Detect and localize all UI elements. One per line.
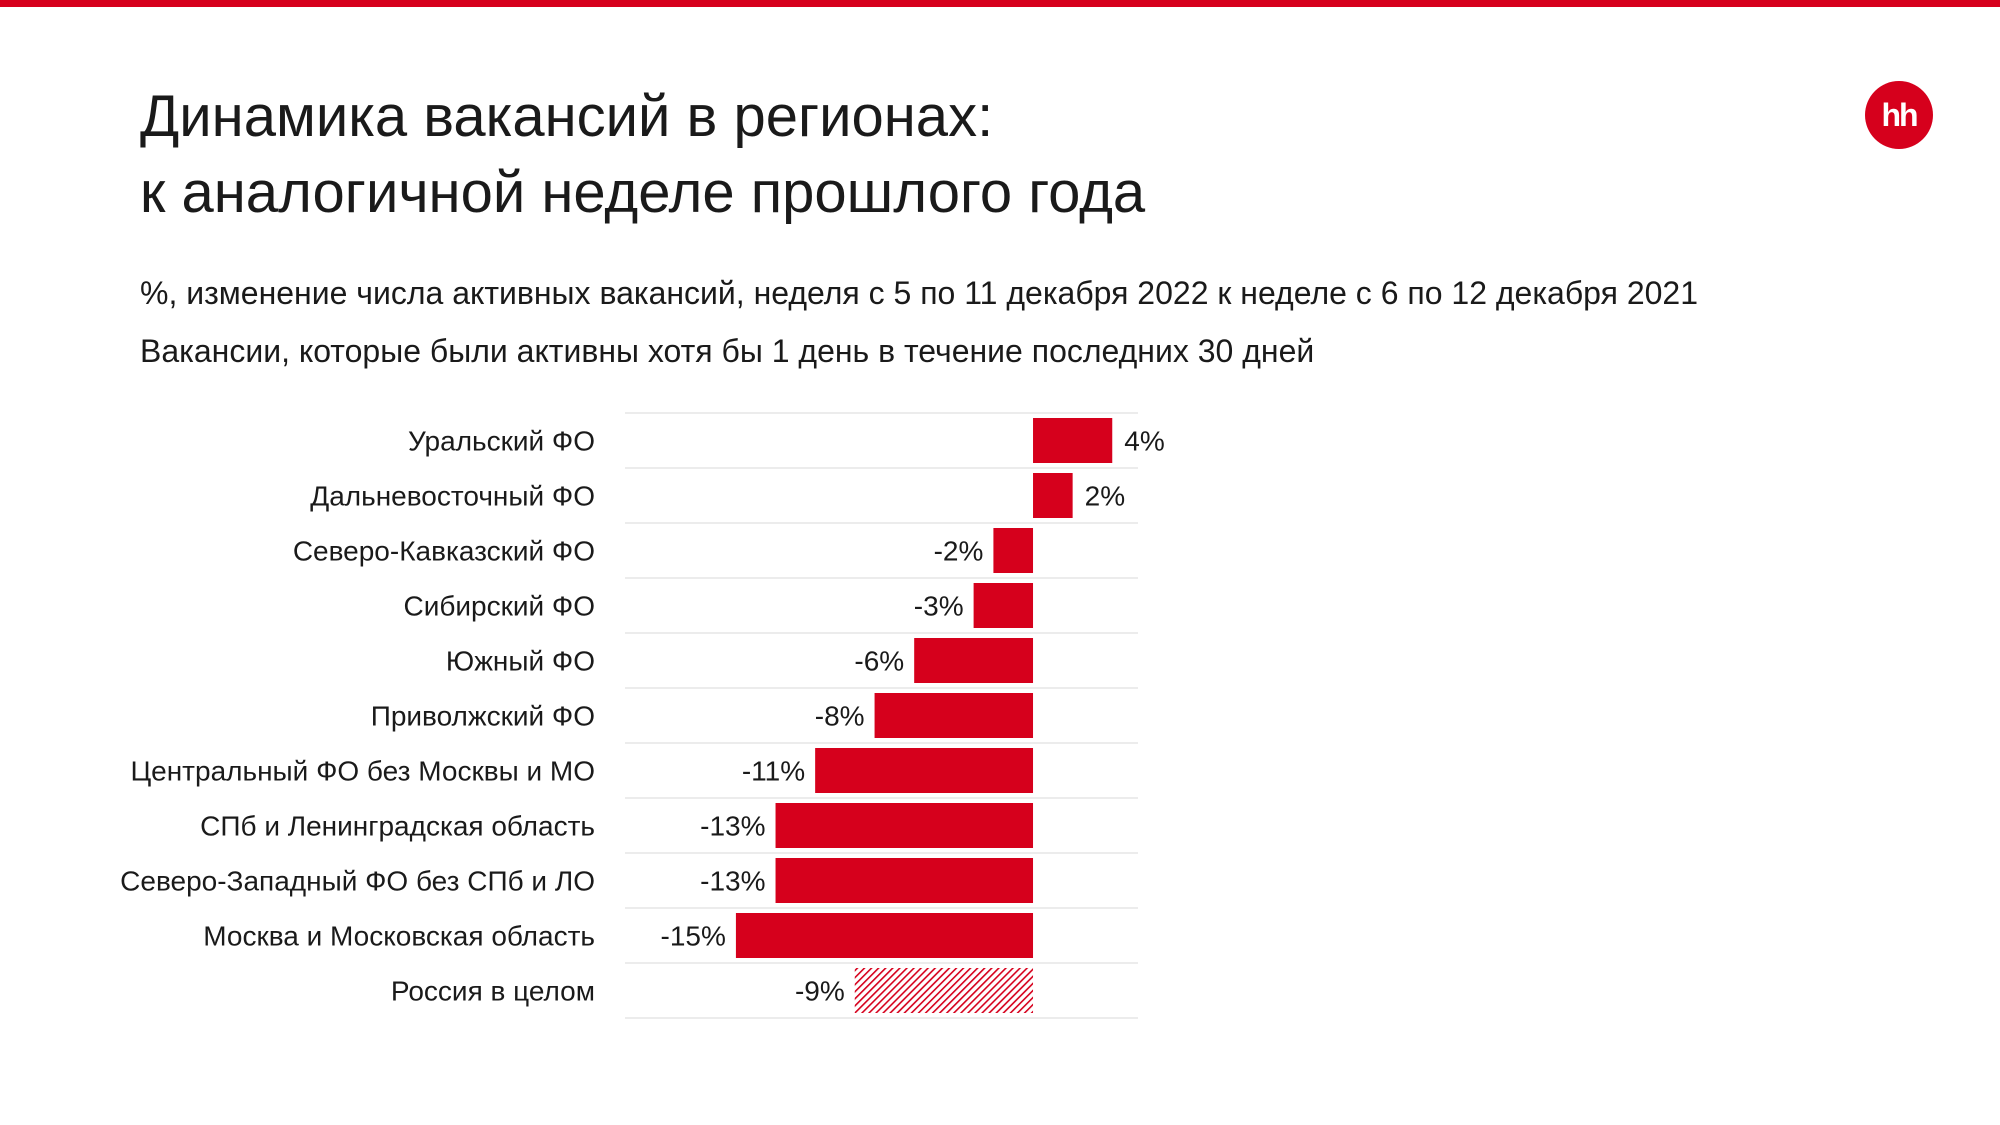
bar [874, 693, 1034, 738]
bar [1033, 418, 1113, 463]
bar [914, 638, 1034, 683]
category-label: Центральный ФО без Москвы и МО [130, 756, 595, 787]
bar [775, 803, 1034, 848]
data-label: 4% [1124, 426, 1164, 457]
data-label: -13% [700, 811, 765, 842]
category-label: Южный ФО [446, 646, 595, 677]
data-label: -3% [914, 591, 964, 622]
hh-logo: hh [1865, 81, 1933, 149]
bar [854, 968, 1034, 1013]
category-label: Дальневосточный ФО [310, 481, 595, 512]
data-label: 2% [1085, 481, 1125, 512]
data-label: -11% [742, 756, 805, 787]
category-label: Северо-Кавказский ФО [293, 536, 595, 567]
page-title-line-1: Динамика вакансий в регионах: [140, 84, 994, 149]
data-label: -13% [700, 866, 765, 897]
category-label: Северо-Западный ФО без СПб и ЛО [120, 866, 595, 897]
top-accent-bar [0, 0, 2000, 7]
bar [775, 858, 1034, 903]
subtitle-line-2: Вакансии, которые были активны хотя бы 1… [140, 333, 1315, 369]
bar [973, 583, 1034, 628]
bar [1033, 473, 1073, 518]
bar [735, 913, 1034, 958]
page-title-line-2: к аналогичной неделе прошлого года [140, 160, 1146, 225]
category-label: Россия в целом [391, 976, 595, 1007]
data-label: -8% [815, 701, 865, 732]
category-label: Москва и Московская область [203, 921, 595, 952]
data-label: -9% [795, 976, 845, 1007]
category-label: СПб и Ленинградская область [200, 811, 595, 842]
data-label: -2% [934, 536, 984, 567]
bar [815, 748, 1034, 793]
category-label: Уральский ФО [408, 426, 595, 457]
category-label: Приволжский ФО [371, 701, 595, 732]
data-label: -6% [854, 646, 904, 677]
data-label: -15% [661, 921, 726, 952]
subtitle-line-1: %, изменение числа активных вакансий, не… [140, 275, 1699, 311]
category-label: Сибирский ФО [404, 591, 596, 622]
bar [993, 528, 1034, 573]
